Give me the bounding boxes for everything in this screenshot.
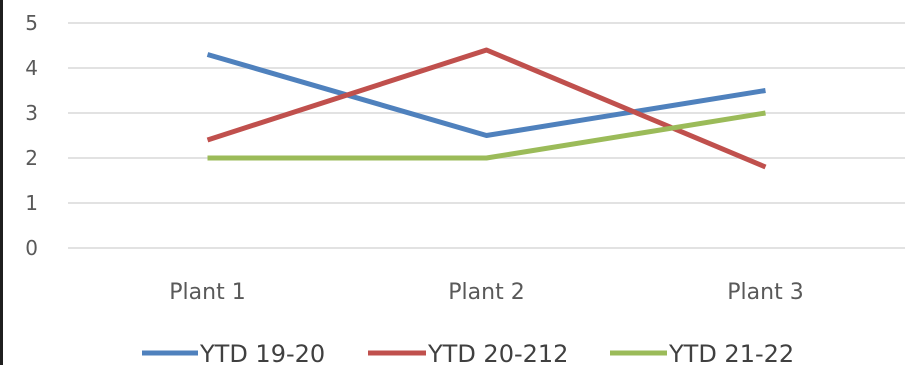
x-category-label: Plant 3 (727, 280, 803, 305)
legend-label: YTD 20-212 (427, 340, 568, 365)
series-line (206, 52, 766, 138)
x-category-label: Plant 2 (448, 280, 524, 305)
legend-label: YTD 19-20 (199, 340, 325, 365)
x-category-label: Plant 1 (169, 280, 245, 305)
y-axis-ticks: 0 1 2 3 4 5 (25, 11, 38, 260)
y-tick-label: 4 (25, 56, 38, 80)
y-tick-label: 5 (25, 11, 38, 35)
y-tick-label: 1 (25, 191, 38, 215)
legend-label: YTD 21-22 (668, 340, 794, 365)
series-lines (206, 47, 767, 170)
x-axis-categories: Plant 1 Plant 2 Plant 3 (169, 280, 803, 305)
left-frame-edge (0, 0, 3, 365)
legend: YTD 19-20 YTD 20-212 YTD 21-22 (142, 340, 794, 365)
y-tick-label: 2 (25, 146, 38, 170)
y-tick-label: 0 (25, 236, 38, 260)
series-line (207, 110, 766, 161)
y-tick-label: 3 (25, 101, 38, 125)
